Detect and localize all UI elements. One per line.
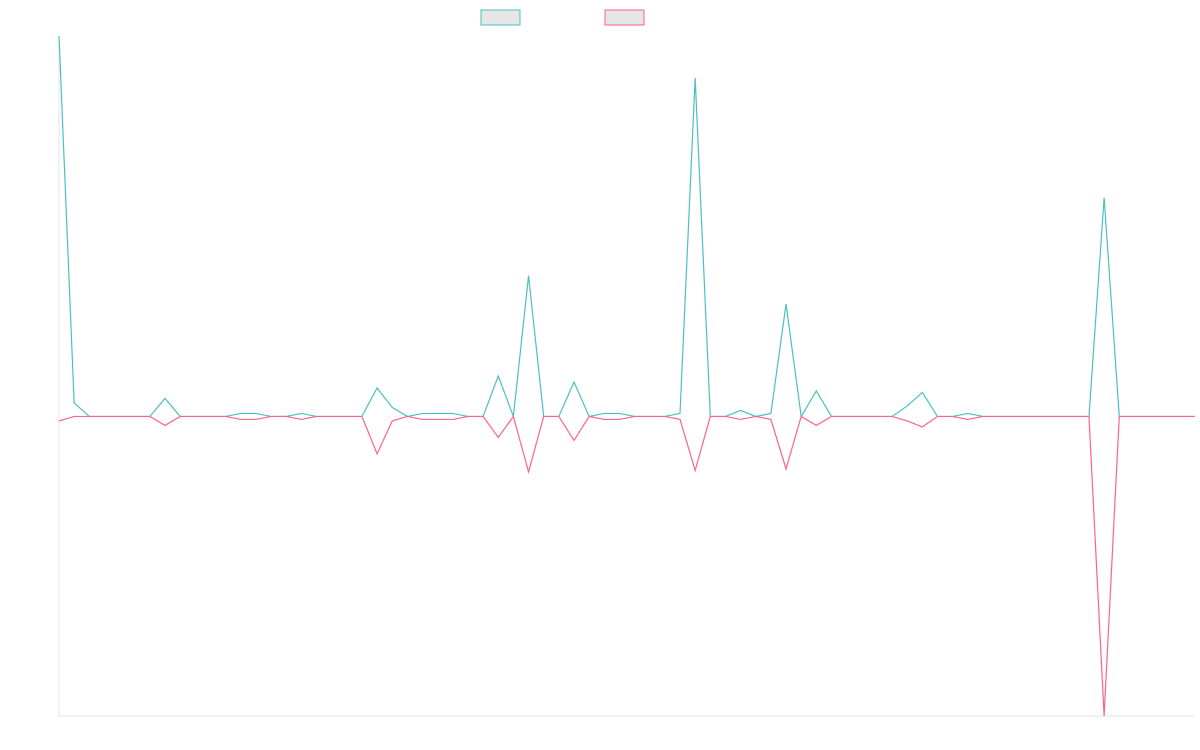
chart-legend [480, 9, 645, 26]
legend-swatch-2 [604, 9, 645, 26]
chart-axes [58, 36, 1195, 717]
series-line-2 [58, 415, 1195, 717]
series-layer [58, 35, 1195, 717]
legend-swatch-1 [480, 9, 521, 26]
series-line-1 [58, 35, 1195, 419]
